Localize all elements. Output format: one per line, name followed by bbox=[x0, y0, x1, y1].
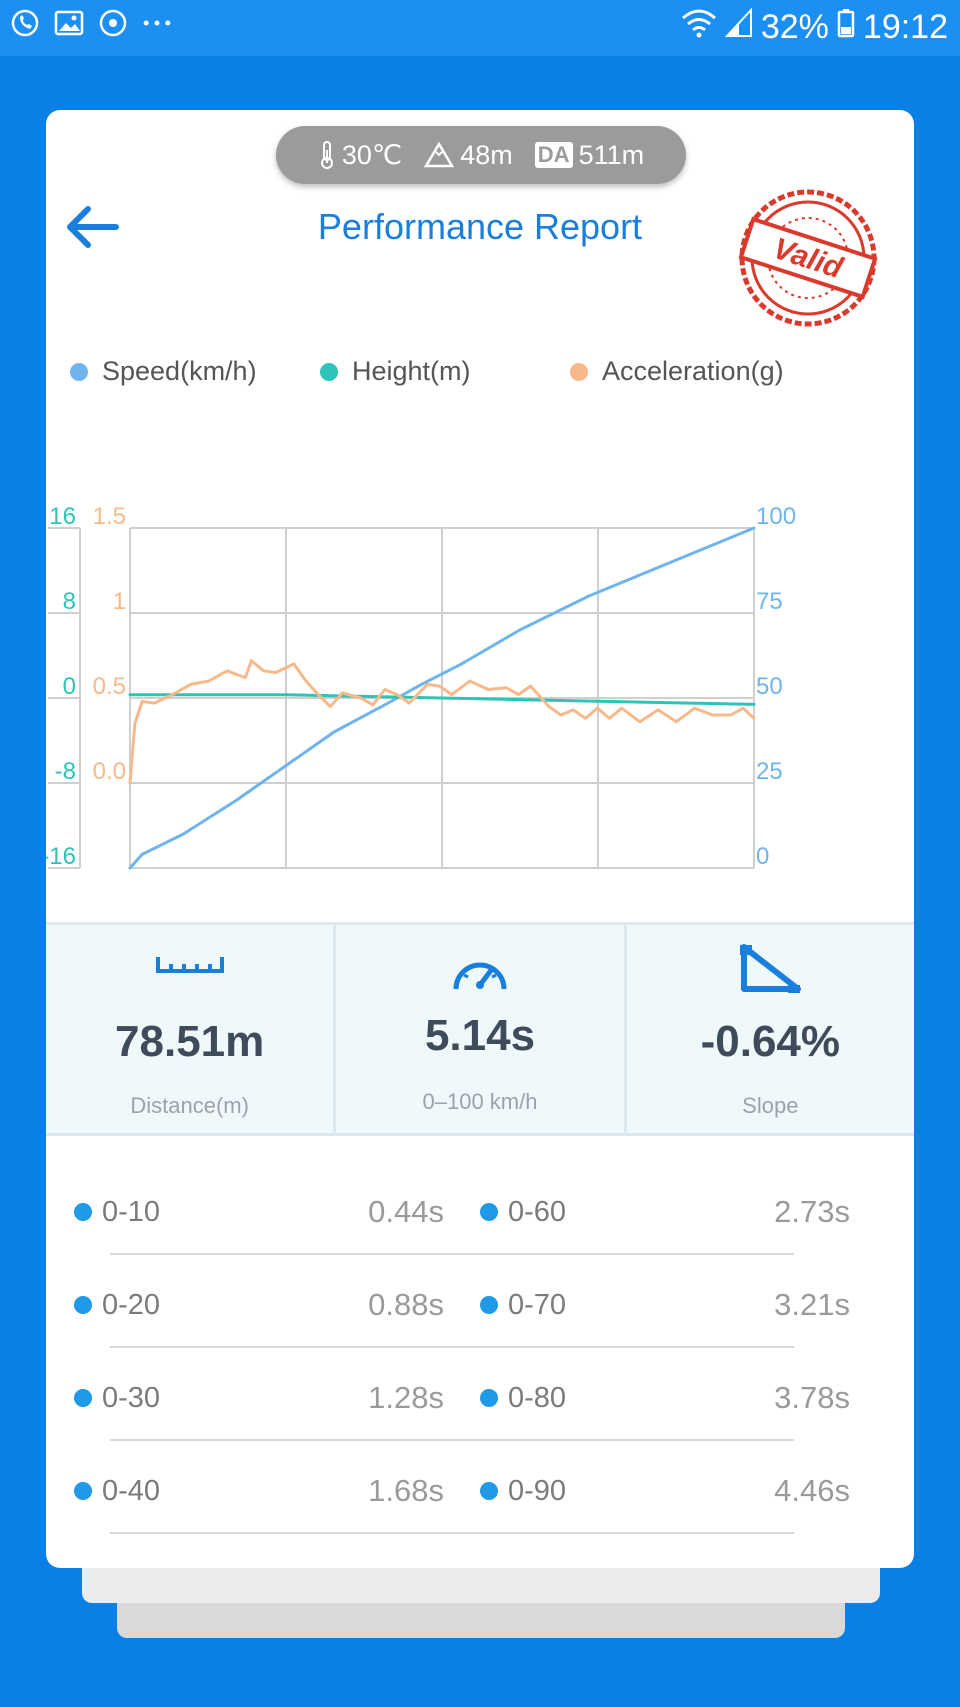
stats-panel: 78.51m Distance(m) 5.14s 0–100 km/h -0.6… bbox=[46, 922, 914, 1136]
performance-chart: 16 8 0 -8 -16 1.5 1 0.5 0.0 100 75 50 25 0 bbox=[46, 503, 796, 870]
more-icon bbox=[142, 8, 172, 38]
distance-value: 78.51m bbox=[115, 1017, 265, 1066]
wifi-icon bbox=[681, 8, 717, 47]
da-icon: DA bbox=[534, 142, 573, 168]
chart-legend: Speed(km/h) Height(m) Acceleration(g) bbox=[70, 356, 784, 387]
legend-height: Height(m) bbox=[320, 356, 570, 387]
temperature-item: 30℃ bbox=[318, 140, 402, 171]
split-0-60: 0-60 2.73s bbox=[480, 1192, 850, 1232]
height-tick-label: 8 bbox=[63, 588, 76, 615]
page-title: Performance Report bbox=[317, 206, 643, 247]
gallery-icon bbox=[54, 8, 84, 38]
density-altitude-value: 511m bbox=[578, 139, 645, 170]
split-0-90: 0-90 4.46s bbox=[480, 1471, 850, 1511]
split-0-70: 0-70 3.21s bbox=[480, 1285, 850, 1325]
series-acceleration-line bbox=[128, 659, 756, 785]
stat-acceleration-time: 5.14s 0–100 km/h bbox=[333, 925, 623, 1133]
stat-slope: -0.64% Slope bbox=[623, 925, 914, 1133]
slope-label: Slope bbox=[742, 1093, 799, 1118]
speed-tick-label: 50 bbox=[756, 673, 783, 700]
arrow-left-icon bbox=[67, 206, 119, 248]
ruler-icon bbox=[155, 957, 224, 973]
height-tick-label: -16 bbox=[46, 843, 76, 870]
thermometer-icon bbox=[320, 141, 333, 169]
split-0-30: 0-30 1.28s bbox=[74, 1378, 444, 1418]
split-times: 0-10 0.44s 0-60 2.73s 0-20 0.88s 0-70 3.21s … bbox=[46, 1162, 914, 1534]
table-row: 0-30 1.28s 0-80 3.78s bbox=[46, 1348, 914, 1441]
altitude-value: 48m bbox=[460, 139, 513, 170]
split-0-20: 0-20 0.88s bbox=[74, 1285, 444, 1325]
speed-tick-label: 25 bbox=[756, 758, 783, 785]
split-0-40: 0-40 1.68s bbox=[74, 1471, 444, 1511]
density-altitude-item: DA 511m bbox=[534, 139, 645, 171]
speed-tick-label: 100 bbox=[756, 503, 796, 530]
split-0-10: 0-10 0.44s bbox=[74, 1192, 444, 1232]
table-row: 0-20 0.88s 0-70 3.21s bbox=[46, 1255, 914, 1348]
clock: 19:12 bbox=[862, 8, 948, 46]
height-tick-label: 16 bbox=[49, 503, 76, 530]
valid-stamp: Valid bbox=[738, 189, 878, 327]
table-row: 0-10 0.44s 0-60 2.73s bbox=[46, 1162, 914, 1255]
height-tick-label: 0 bbox=[63, 673, 76, 700]
time-label: 0–100 km/h bbox=[422, 1089, 538, 1114]
report-card: 30℃ 48m DA 511m Performance Report Valid… bbox=[46, 110, 914, 1568]
series-height-line bbox=[128, 693, 756, 706]
acceleration-tick-label: 1 bbox=[113, 588, 126, 615]
temperature-value: 30℃ bbox=[341, 139, 403, 170]
environment-pill: 30℃ 48m DA 511m bbox=[276, 126, 686, 184]
series-speed-line bbox=[128, 526, 756, 870]
acceleration-tick-label: 0.0 bbox=[93, 758, 126, 785]
status-bar: 32% 19:12 bbox=[0, 0, 960, 56]
legend-speed: Speed(km/h) bbox=[70, 356, 320, 387]
signal-icon bbox=[724, 6, 753, 47]
legend-acceleration: Acceleration(g) bbox=[570, 356, 784, 387]
slope-value: -0.64% bbox=[700, 1017, 841, 1066]
phone-chat-icon bbox=[10, 8, 40, 38]
altitude-item: 48m bbox=[424, 140, 513, 171]
stat-distance: 78.51m Distance(m) bbox=[46, 925, 333, 1133]
speedometer-icon bbox=[453, 962, 507, 990]
speed-tick-label: 75 bbox=[756, 588, 783, 615]
battery-percent: 32% bbox=[760, 8, 829, 46]
speed-tick-label: 0 bbox=[756, 843, 769, 870]
distance-label: Distance(m) bbox=[130, 1093, 249, 1118]
time-value: 5.14s bbox=[424, 1011, 536, 1060]
slope-icon bbox=[740, 944, 802, 993]
app-icon bbox=[98, 8, 128, 38]
acceleration-tick-label: 1.5 bbox=[93, 503, 126, 530]
height-tick-label: -8 bbox=[55, 758, 76, 785]
acceleration-tick-label: 0.5 bbox=[93, 673, 126, 700]
split-0-80: 0-80 3.78s bbox=[480, 1378, 850, 1418]
table-row: 0-40 1.68s 0-90 4.46s bbox=[46, 1441, 914, 1534]
back-button[interactable] bbox=[62, 202, 132, 262]
mountain-icon bbox=[424, 142, 455, 168]
battery-icon bbox=[837, 8, 855, 47]
